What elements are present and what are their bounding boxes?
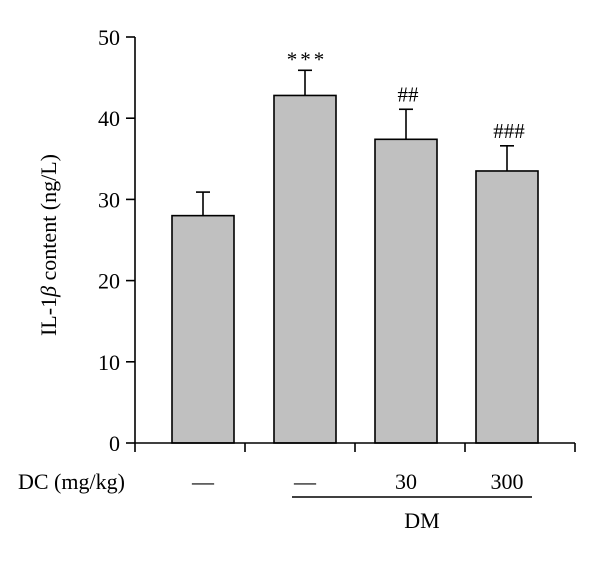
y-tick-label: 20 — [98, 269, 120, 294]
significance-label: ### — [493, 119, 525, 143]
significance-label: *** — [287, 47, 328, 71]
dc-values-row: — — 30 300 — [191, 469, 524, 494]
y-tick-label: 50 — [98, 25, 120, 50]
y-axis-label: IL-1β content (ng/L) — [36, 154, 61, 336]
bar — [475, 170, 539, 444]
dc-value-label: 300 — [491, 469, 524, 494]
dc-row-label: DC (mg/kg) — [18, 469, 125, 494]
dm-group-label: DM — [404, 508, 439, 533]
bar — [374, 138, 438, 444]
bar — [171, 214, 235, 444]
y-tick-label: 10 — [98, 350, 120, 375]
bar — [273, 94, 337, 444]
dc-value-label: — — [191, 469, 215, 494]
y-axis-label-prefix: IL-1 — [36, 297, 61, 336]
y-axis-label-symbol: β — [36, 286, 61, 298]
y-tick-label: 0 — [109, 431, 120, 456]
dc-value-label: 30 — [395, 469, 417, 494]
y-axis-label-suffix: content (ng/L) — [36, 154, 61, 286]
y-tick-label: 30 — [98, 187, 120, 212]
y-tick-label: 40 — [98, 106, 120, 131]
y-axis: 0 10 20 30 40 50 — [98, 25, 136, 456]
x-axis — [134, 442, 576, 452]
significance-label: ## — [398, 82, 420, 106]
dc-value-label: — — [293, 469, 317, 494]
bars-group: ***##### — [171, 47, 539, 444]
